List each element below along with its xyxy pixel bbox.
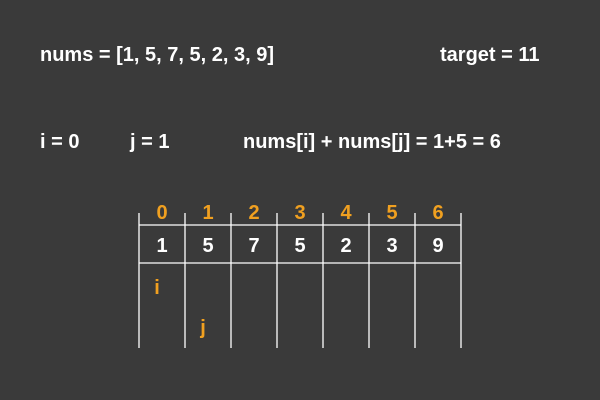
array-cell-value: 2 xyxy=(340,235,351,257)
pointer-i-label: i xyxy=(154,277,160,299)
target-label: target = 11 xyxy=(440,44,540,66)
array-cell-value: 9 xyxy=(432,235,443,257)
array-cell-value: 7 xyxy=(248,235,259,257)
nums-array-label: nums = [1, 5, 7, 5, 2, 3, 9] xyxy=(40,44,274,66)
pointer-j-label: j xyxy=(199,317,206,339)
i-value-label: i = 0 xyxy=(40,131,80,153)
index-label: 1 xyxy=(202,202,213,224)
sum-expression-label: nums[i] + nums[j] = 1+5 = 6 xyxy=(243,131,501,153)
array-cell-value: 3 xyxy=(386,235,397,257)
array-cell-value: 1 xyxy=(156,235,167,257)
index-label: 0 xyxy=(156,202,167,224)
index-label: 3 xyxy=(294,202,305,224)
index-label: 6 xyxy=(432,202,443,224)
array-cell-value: 5 xyxy=(202,235,213,257)
index-label: 5 xyxy=(386,202,397,224)
array-cell-value: 5 xyxy=(294,235,305,257)
j-value-label: j = 1 xyxy=(130,131,170,153)
index-label: 2 xyxy=(248,202,259,224)
index-label: 4 xyxy=(340,202,352,224)
